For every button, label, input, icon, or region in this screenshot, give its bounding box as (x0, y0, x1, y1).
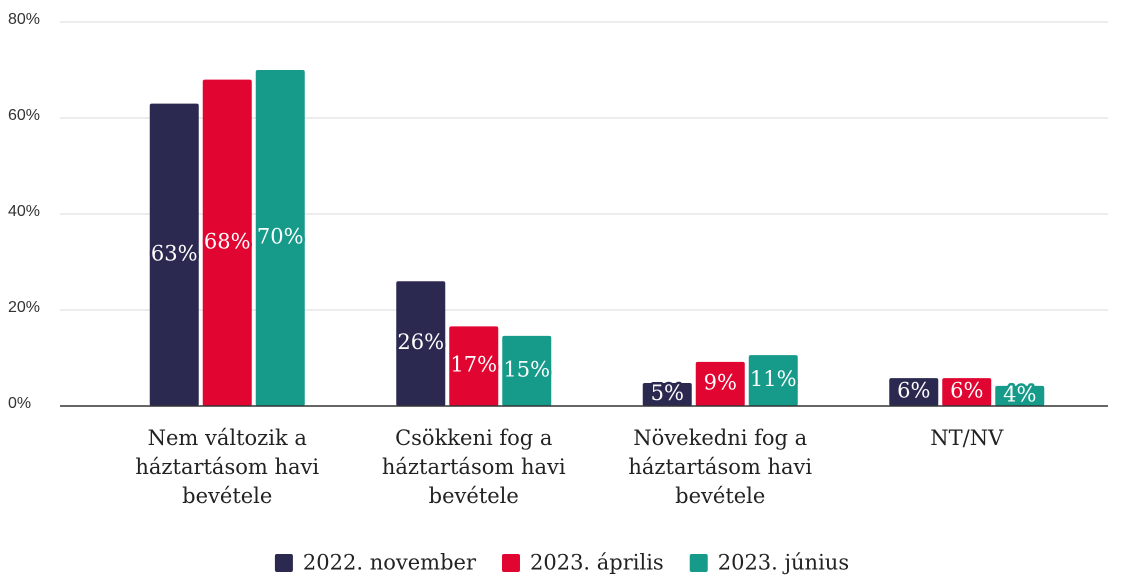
value-label: 5% (651, 381, 684, 405)
bar (642, 382, 692, 406)
legend-label: 2023. április (530, 551, 664, 575)
bar (149, 103, 199, 406)
legend-swatch (501, 554, 520, 572)
value-label: 17% (450, 353, 497, 377)
y-tick-label: 20% (8, 299, 40, 316)
legend: 2022. november 2023. április 2023. június (274, 551, 849, 575)
value-label: 6% (950, 379, 983, 403)
bar (502, 335, 552, 406)
bar (748, 355, 798, 406)
x-tick-label: NT/NV (930, 426, 1004, 450)
legend-label: 2023. június (718, 551, 849, 575)
x-tick-label: Növekedni fog a háztartásom havi bevétel… (628, 426, 813, 508)
bar (396, 281, 446, 406)
legend-swatch (689, 554, 708, 572)
value-label: 11% (750, 367, 797, 391)
bar (449, 326, 499, 406)
bar (942, 378, 992, 406)
value-label: 63% (151, 241, 198, 265)
bar (202, 79, 252, 406)
bar (695, 361, 745, 406)
value-label: 70% (257, 225, 304, 249)
bar (889, 378, 939, 406)
y-tick-label: 40% (8, 203, 40, 220)
x-tick-label: Nem változik a háztartásom havi bevétele (135, 426, 320, 508)
value-label: 26% (397, 330, 444, 354)
value-label: 9% (704, 370, 737, 394)
y-tick-label: 0% (8, 395, 31, 412)
bar (995, 385, 1045, 406)
y-tick-label: 60% (8, 107, 40, 124)
value-label: 15% (503, 357, 550, 381)
legend-label: 2022. november (303, 551, 477, 575)
x-tick-label: Csökkeni fog a háztartásom havi bevétele (381, 426, 566, 508)
value-label: 6% (897, 379, 930, 403)
y-tick-label: 80% (8, 11, 40, 28)
value-label: 4% (1003, 382, 1036, 406)
legend-swatch (274, 554, 293, 572)
value-label: 68% (204, 229, 251, 253)
bar (255, 70, 305, 406)
